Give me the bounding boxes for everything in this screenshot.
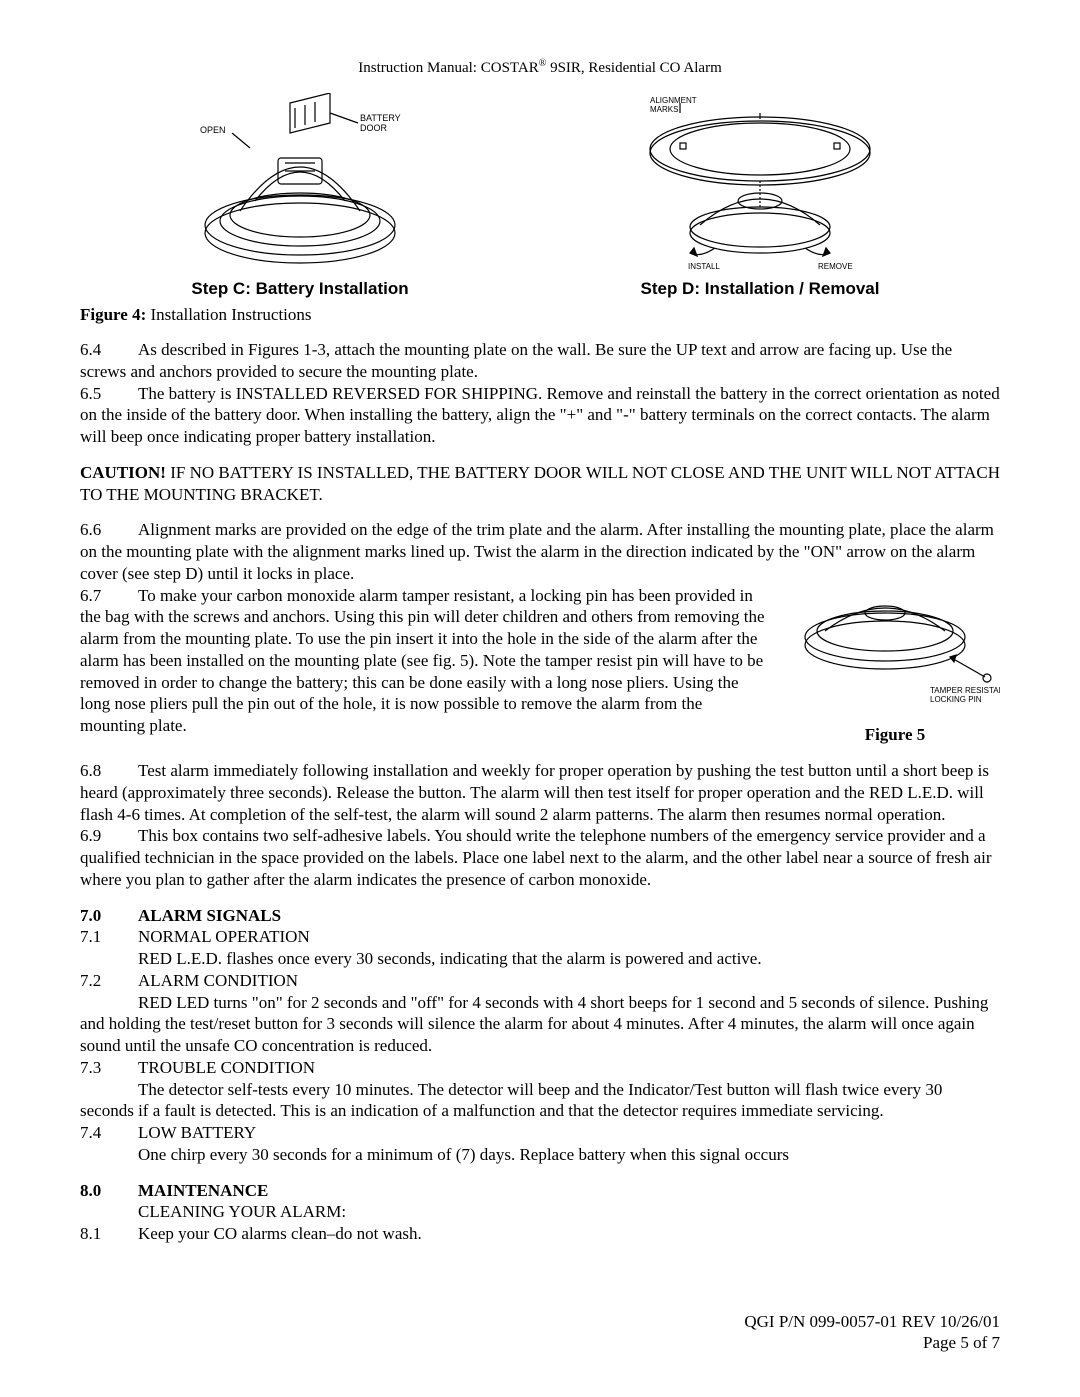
page-footer: QGI P/N 099-0057-01 REV 10/26/01 Page 5 … <box>744 1311 1000 1354</box>
para-7-1: 7.1NORMAL OPERATION <box>80 926 1000 948</box>
tamper-pin-svg: TAMPER RESISTANT LOCKING PIN <box>790 585 1000 715</box>
para-6-8: 6.8Test alarm immediately following inst… <box>80 760 1000 825</box>
figure-4-bold: Figure 4: <box>80 305 146 324</box>
text-6-8: Test alarm immediately following install… <box>80 761 989 824</box>
heading-8-0: 8.0MAINTENANCE <box>80 1180 1000 1202</box>
text-7-3: The detector self-tests every 10 minutes… <box>80 1079 1000 1123</box>
num-6-5: 6.5 <box>80 383 138 405</box>
title-7-3: TROUBLE CONDITION <box>138 1058 315 1077</box>
label-alignment-marks: ALIGNMENT MARKS <box>650 96 699 114</box>
title-8-1-line: CLEANING YOUR ALARM: <box>80 1201 1000 1223</box>
document-page: Instruction Manual: COSTAR® 9SIR, Reside… <box>0 0 1080 1397</box>
num-6-4: 6.4 <box>80 339 138 361</box>
step-d-caption: Step D: Installation / Removal <box>620 279 900 299</box>
num-6-8: 6.8 <box>80 760 138 782</box>
para-6-4: 6.4As described in Figures 1-3, attach t… <box>80 339 1000 383</box>
label-tamper-pin: TAMPER RESISTANT LOCKING PIN <box>930 686 1000 704</box>
text-7-4: One chirp every 30 seconds for a minimum… <box>80 1144 1000 1166</box>
footer-line1: QGI P/N 099-0057-01 REV 10/26/01 <box>744 1311 1000 1332</box>
para-7-2: 7.2ALARM CONDITION <box>80 970 1000 992</box>
label-battery-door: BATTERY DOOR <box>360 113 403 133</box>
para-8-1: 8.1Keep your CO alarms clean–do not wash… <box>80 1223 1000 1245</box>
title-7-2: ALARM CONDITION <box>138 971 298 990</box>
footer-line2: Page 5 of 7 <box>744 1332 1000 1353</box>
figure-step-c: OPEN BATTERY DOOR Step C: Battery Instal… <box>180 93 420 299</box>
text-8-1: Keep your CO alarms clean–do not wash. <box>138 1224 422 1243</box>
num-6-7: 6.7 <box>80 585 138 607</box>
para-7-3: 7.3TROUBLE CONDITION <box>80 1057 1000 1079</box>
figure-4-rest: Installation Instructions <box>146 305 311 324</box>
figure-step-d: ALIGNMENT MARKS INSTALL REMOVE Step D: I… <box>620 93 900 299</box>
num-7-1: 7.1 <box>80 926 138 948</box>
label-open: OPEN <box>200 125 226 135</box>
title-7-1: NORMAL OPERATION <box>138 927 310 946</box>
title-7-4: LOW BATTERY <box>138 1123 256 1142</box>
num-7-2: 7.2 <box>80 970 138 992</box>
para-6-5: 6.5The battery is INSTALLED REVERSED FOR… <box>80 383 1000 448</box>
heading-7-0: 7.0ALARM SIGNALS <box>80 905 1000 927</box>
num-7-0: 7.0 <box>80 905 138 927</box>
header-suffix: 9SIR, Residential CO Alarm <box>546 60 721 76</box>
para-7-4: 7.4LOW BATTERY <box>80 1122 1000 1144</box>
page-header: Instruction Manual: COSTAR® 9SIR, Reside… <box>80 58 1000 77</box>
num-7-4: 7.4 <box>80 1122 138 1144</box>
text-6-4: As described in Figures 1-3, attach the … <box>80 340 952 381</box>
caution-text: IF NO BATTERY IS INSTALLED, THE BATTERY … <box>80 463 1000 504</box>
para-6-9: 6.9This box contains two self-adhesive l… <box>80 825 1000 890</box>
num-8-1: 8.1 <box>80 1223 138 1245</box>
text-6-6: Alignment marks are provided on the edge… <box>80 520 994 583</box>
title-7-0: ALARM SIGNALS <box>138 906 281 925</box>
body-text: 6.4As described in Figures 1-3, attach t… <box>80 339 1000 1245</box>
figure-5-caption: Figure 5 <box>790 724 1000 746</box>
text-6-5: The battery is INSTALLED REVERSED FOR SH… <box>80 384 1000 447</box>
text-6-7: To make your carbon monoxide alarm tampe… <box>80 586 765 736</box>
text-7-1: RED L.E.D. flashes once every 30 seconds… <box>80 948 1000 970</box>
figure-5: TAMPER RESISTANT LOCKING PIN Figure 5 <box>790 585 1000 747</box>
text-7-2: RED LED turns "on" for 2 seconds and "of… <box>80 992 1000 1057</box>
caution-para: CAUTION! IF NO BATTERY IS INSTALLED, THE… <box>80 462 1000 506</box>
text-6-9: This box contains two self-adhesive labe… <box>80 826 992 889</box>
label-remove: REMOVE <box>818 262 853 271</box>
step-c-caption: Step C: Battery Installation <box>180 279 420 299</box>
title-8-0: MAINTENANCE <box>138 1181 268 1200</box>
num-7-3: 7.3 <box>80 1057 138 1079</box>
para-6-6: 6.6Alignment marks are provided on the e… <box>80 519 1000 584</box>
num-6-9: 6.9 <box>80 825 138 847</box>
figures-row: OPEN BATTERY DOOR Step C: Battery Instal… <box>80 93 1000 299</box>
header-prefix: Instruction Manual: COSTAR <box>358 60 538 76</box>
alarm-install-svg: ALIGNMENT MARKS INSTALL REMOVE <box>620 93 900 273</box>
label-install: INSTALL <box>688 262 720 271</box>
caution-bold: CAUTION! <box>80 463 166 482</box>
num-6-6: 6.6 <box>80 519 138 541</box>
alarm-battery-svg: OPEN BATTERY DOOR <box>180 93 420 273</box>
figure-4-label: Figure 4: Installation Instructions <box>80 305 1000 325</box>
num-8-0: 8.0 <box>80 1180 138 1202</box>
